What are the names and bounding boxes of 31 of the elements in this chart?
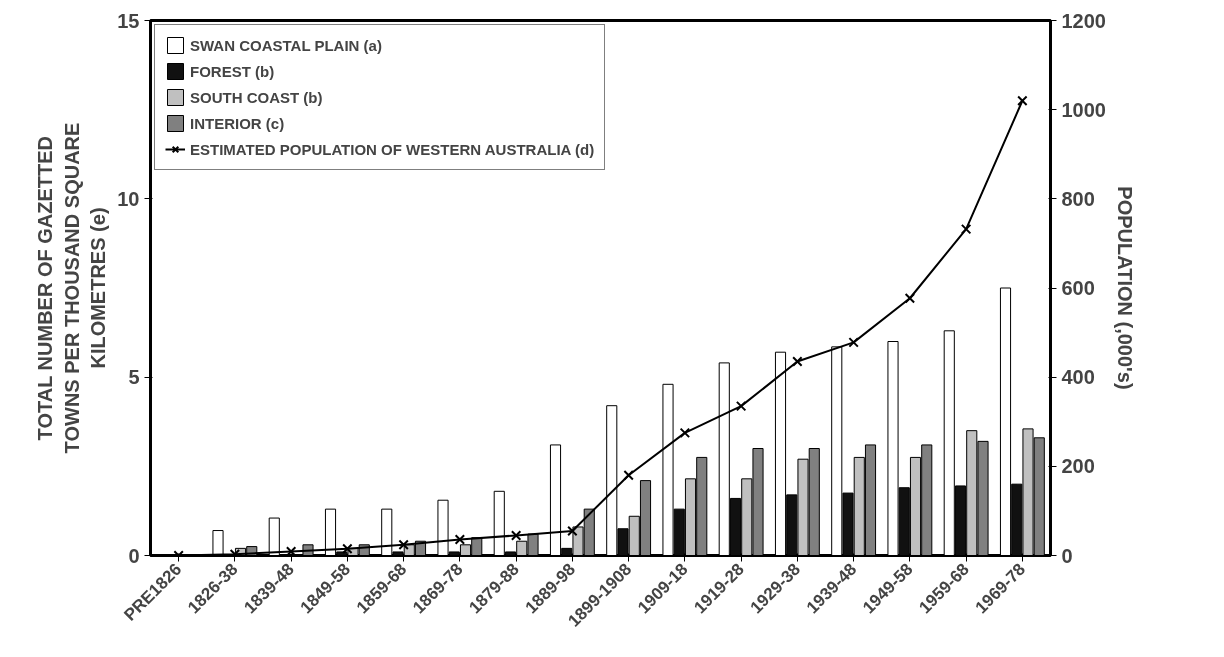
y2-tick-label: 0 [1061, 544, 1073, 567]
y-tick-label: 5 [128, 366, 140, 389]
point [567, 525, 578, 537]
legend-label: ESTIMATED POPULATION OF WESTERN AUSTRALIA (d) [190, 140, 595, 158]
y2-tick-label: 1000 [1061, 98, 1106, 121]
point [342, 543, 353, 555]
legend-label: SWAN COASTAL PLAIN (a) [190, 36, 382, 54]
legend-label: FOREST (b) [190, 62, 275, 80]
point [398, 539, 409, 551]
point [848, 337, 859, 348]
point [454, 534, 466, 545]
point [679, 427, 691, 439]
point [735, 400, 747, 412]
point [623, 470, 634, 481]
y2-tick-label: 600 [1061, 277, 1095, 299]
y2-tick-label: 200 [1061, 455, 1095, 478]
y2-axis-title: POPULATION (,000's) [1113, 186, 1136, 390]
legend-label: SOUTH COAST (b) [190, 88, 323, 106]
point [904, 293, 916, 304]
y-axis-title: TOTAL NUMBER OF GAZETTED TOWNS PER THOUSAND SQUARE KILOMETRES (e) [34, 122, 110, 454]
point [1017, 95, 1028, 106]
y-tick-label: 10 [117, 187, 140, 210]
legend-label: INTERIOR (c) [190, 114, 285, 132]
point [960, 223, 972, 235]
y-tick-label: 15 [117, 9, 140, 32]
point [792, 356, 803, 367]
y2-tick-label: 1200 [1061, 9, 1106, 32]
y-tick-label: 0 [128, 544, 140, 567]
point [510, 530, 522, 541]
y2-tick-label: 800 [1061, 187, 1095, 210]
y2-tick-label: 400 [1061, 366, 1095, 389]
